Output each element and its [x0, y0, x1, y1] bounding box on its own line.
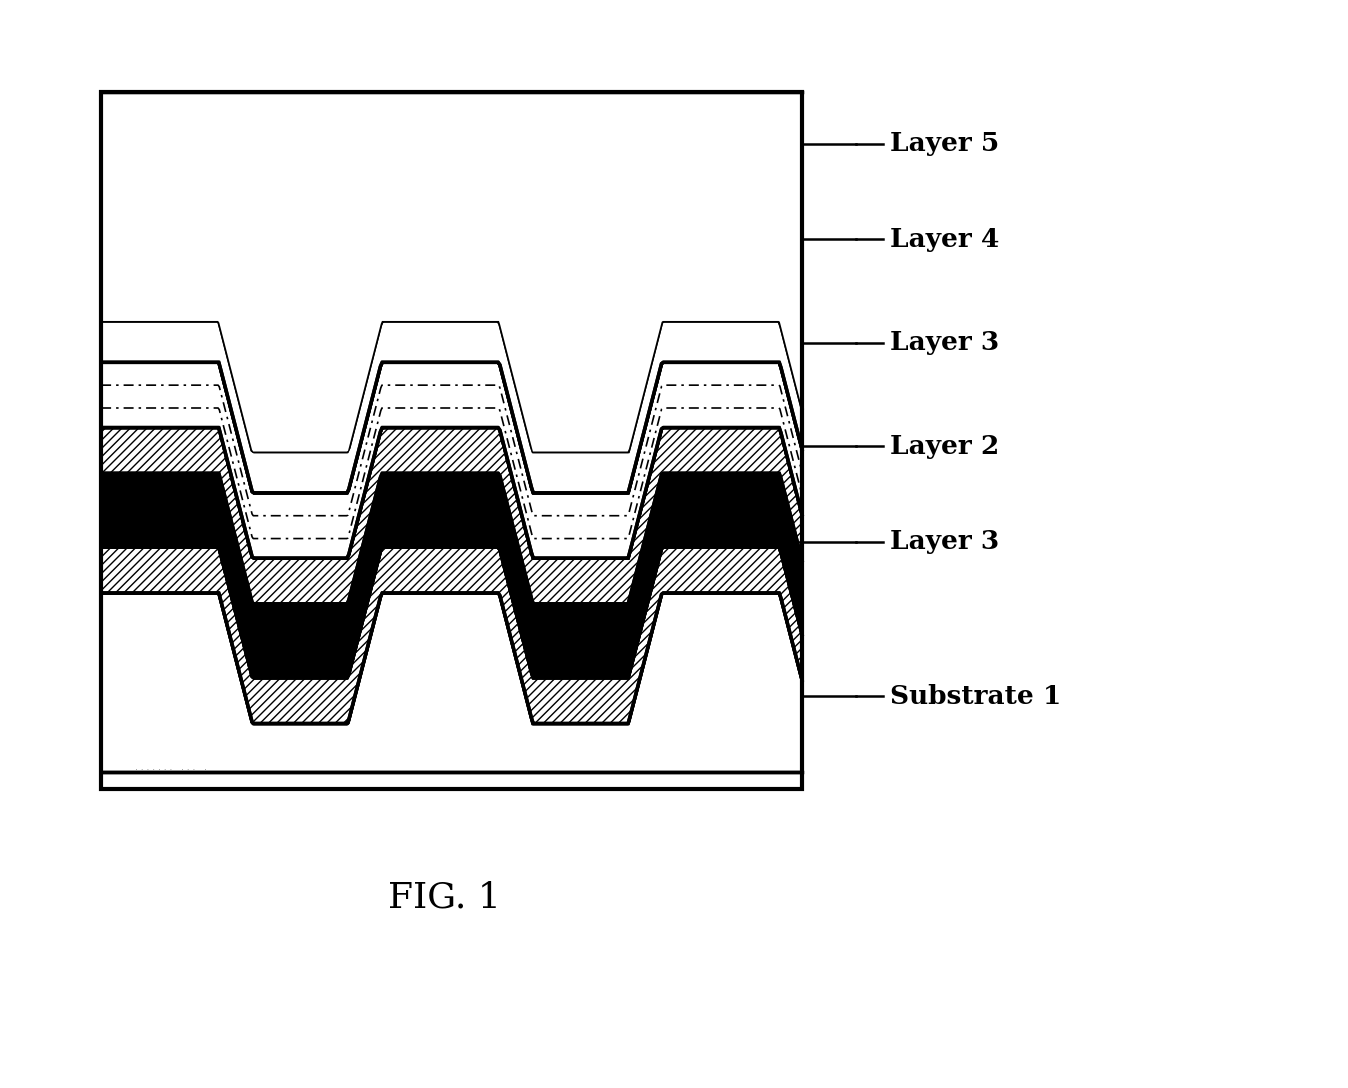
Bar — [101, 92, 802, 789]
Text: Layer 3: Layer 3 — [890, 530, 999, 554]
Polygon shape — [101, 321, 802, 493]
Polygon shape — [101, 428, 802, 604]
Polygon shape — [101, 92, 802, 452]
Polygon shape — [101, 473, 802, 678]
Text: Layer 3: Layer 3 — [890, 331, 999, 355]
Text: Substrate 1: Substrate 1 — [890, 684, 1061, 708]
Text: Layer 2: Layer 2 — [890, 434, 999, 458]
Polygon shape — [101, 593, 802, 772]
Text: . . . . . . .   . . .   .: . . . . . . . . . . . — [135, 763, 206, 771]
Polygon shape — [101, 547, 802, 724]
Text: FIG. 1: FIG. 1 — [388, 880, 501, 915]
Text: Layer 4: Layer 4 — [890, 227, 999, 251]
Text: Layer 5: Layer 5 — [890, 132, 999, 156]
Polygon shape — [101, 362, 802, 558]
